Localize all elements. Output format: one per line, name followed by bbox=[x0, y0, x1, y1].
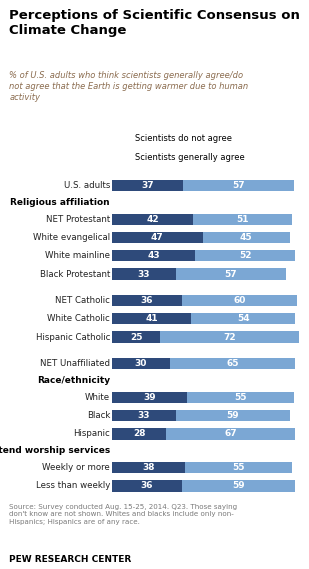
Bar bbox=[112, 313, 191, 324]
Bar bbox=[176, 410, 290, 421]
Text: 28: 28 bbox=[133, 430, 145, 438]
Bar bbox=[112, 428, 166, 439]
Bar bbox=[112, 250, 195, 262]
Text: 33: 33 bbox=[138, 411, 150, 420]
Text: White Catholic: White Catholic bbox=[47, 314, 110, 323]
Bar bbox=[112, 480, 182, 492]
Text: Perceptions of Scientific Consensus on
Climate Change: Perceptions of Scientific Consensus on C… bbox=[9, 9, 300, 37]
Text: Weekly or more: Weekly or more bbox=[42, 463, 110, 472]
Bar bbox=[170, 358, 295, 369]
Text: Black: Black bbox=[87, 411, 110, 420]
Text: 33: 33 bbox=[138, 270, 150, 279]
Bar bbox=[112, 331, 160, 343]
Bar bbox=[112, 295, 182, 306]
Text: White evangelical: White evangelical bbox=[33, 233, 110, 242]
Text: Religious affiliation: Religious affiliation bbox=[11, 198, 110, 207]
Bar bbox=[160, 331, 299, 343]
Text: NET Protestant: NET Protestant bbox=[46, 215, 110, 224]
Text: PEW RESEARCH CENTER: PEW RESEARCH CENTER bbox=[9, 555, 132, 564]
Bar bbox=[191, 313, 295, 324]
Bar bbox=[112, 462, 185, 473]
Text: White: White bbox=[85, 393, 110, 402]
Text: 72: 72 bbox=[223, 332, 236, 341]
Text: 55: 55 bbox=[232, 463, 245, 472]
Text: 25: 25 bbox=[130, 332, 142, 341]
Text: 45: 45 bbox=[240, 233, 252, 242]
Text: Attend worship services: Attend worship services bbox=[0, 446, 110, 455]
Bar bbox=[176, 269, 286, 280]
Text: Less than weekly: Less than weekly bbox=[36, 481, 110, 490]
Text: % of U.S. adults who think scientists generally agree/do
not agree that the Eart: % of U.S. adults who think scientists ge… bbox=[9, 71, 248, 102]
Text: Hispanic Catholic: Hispanic Catholic bbox=[36, 332, 110, 341]
Bar bbox=[112, 269, 176, 280]
Bar bbox=[112, 180, 184, 191]
Text: Race/ethnicity: Race/ethnicity bbox=[37, 376, 110, 385]
Text: 42: 42 bbox=[146, 215, 159, 224]
Bar bbox=[112, 391, 187, 403]
Text: 47: 47 bbox=[151, 233, 164, 242]
Text: 65: 65 bbox=[226, 359, 239, 368]
Bar bbox=[203, 232, 290, 243]
Bar bbox=[112, 213, 193, 225]
Text: 52: 52 bbox=[239, 251, 252, 261]
Text: 30: 30 bbox=[135, 359, 147, 368]
Text: 43: 43 bbox=[147, 251, 160, 261]
Bar bbox=[193, 213, 292, 225]
Text: 67: 67 bbox=[224, 430, 237, 438]
Text: 51: 51 bbox=[236, 215, 249, 224]
Text: 37: 37 bbox=[142, 181, 154, 190]
Text: NET Catholic: NET Catholic bbox=[55, 296, 110, 305]
Text: 36: 36 bbox=[141, 481, 153, 490]
Bar bbox=[182, 295, 298, 306]
Bar bbox=[184, 180, 294, 191]
Text: 57: 57 bbox=[232, 181, 245, 190]
Text: Black Protestant: Black Protestant bbox=[40, 270, 110, 279]
Bar bbox=[195, 250, 295, 262]
Text: 59: 59 bbox=[232, 481, 245, 490]
Bar bbox=[185, 462, 292, 473]
Text: 60: 60 bbox=[233, 296, 246, 305]
Text: NET Unaffiliated: NET Unaffiliated bbox=[40, 359, 110, 368]
Bar bbox=[112, 410, 176, 421]
Bar bbox=[166, 428, 295, 439]
Text: U.S. adults: U.S. adults bbox=[64, 181, 110, 190]
Text: Hispanic: Hispanic bbox=[73, 430, 110, 438]
Text: 38: 38 bbox=[142, 463, 155, 472]
Text: 54: 54 bbox=[237, 314, 250, 323]
Text: Scientists generally agree: Scientists generally agree bbox=[135, 152, 245, 162]
Text: 39: 39 bbox=[143, 393, 156, 402]
Bar bbox=[187, 391, 294, 403]
Text: White mainline: White mainline bbox=[45, 251, 110, 261]
Text: Scientists do not agree: Scientists do not agree bbox=[135, 134, 232, 143]
Text: 57: 57 bbox=[224, 270, 237, 279]
Text: 55: 55 bbox=[234, 393, 247, 402]
Text: 59: 59 bbox=[226, 411, 239, 420]
Bar bbox=[182, 480, 295, 492]
Bar bbox=[112, 358, 170, 369]
Text: Source: Survey conducted Aug. 15-25, 2014. Q23. Those saying
don't know are not : Source: Survey conducted Aug. 15-25, 201… bbox=[9, 504, 237, 525]
Text: 36: 36 bbox=[141, 296, 153, 305]
Text: 41: 41 bbox=[145, 314, 158, 323]
Bar bbox=[112, 232, 203, 243]
